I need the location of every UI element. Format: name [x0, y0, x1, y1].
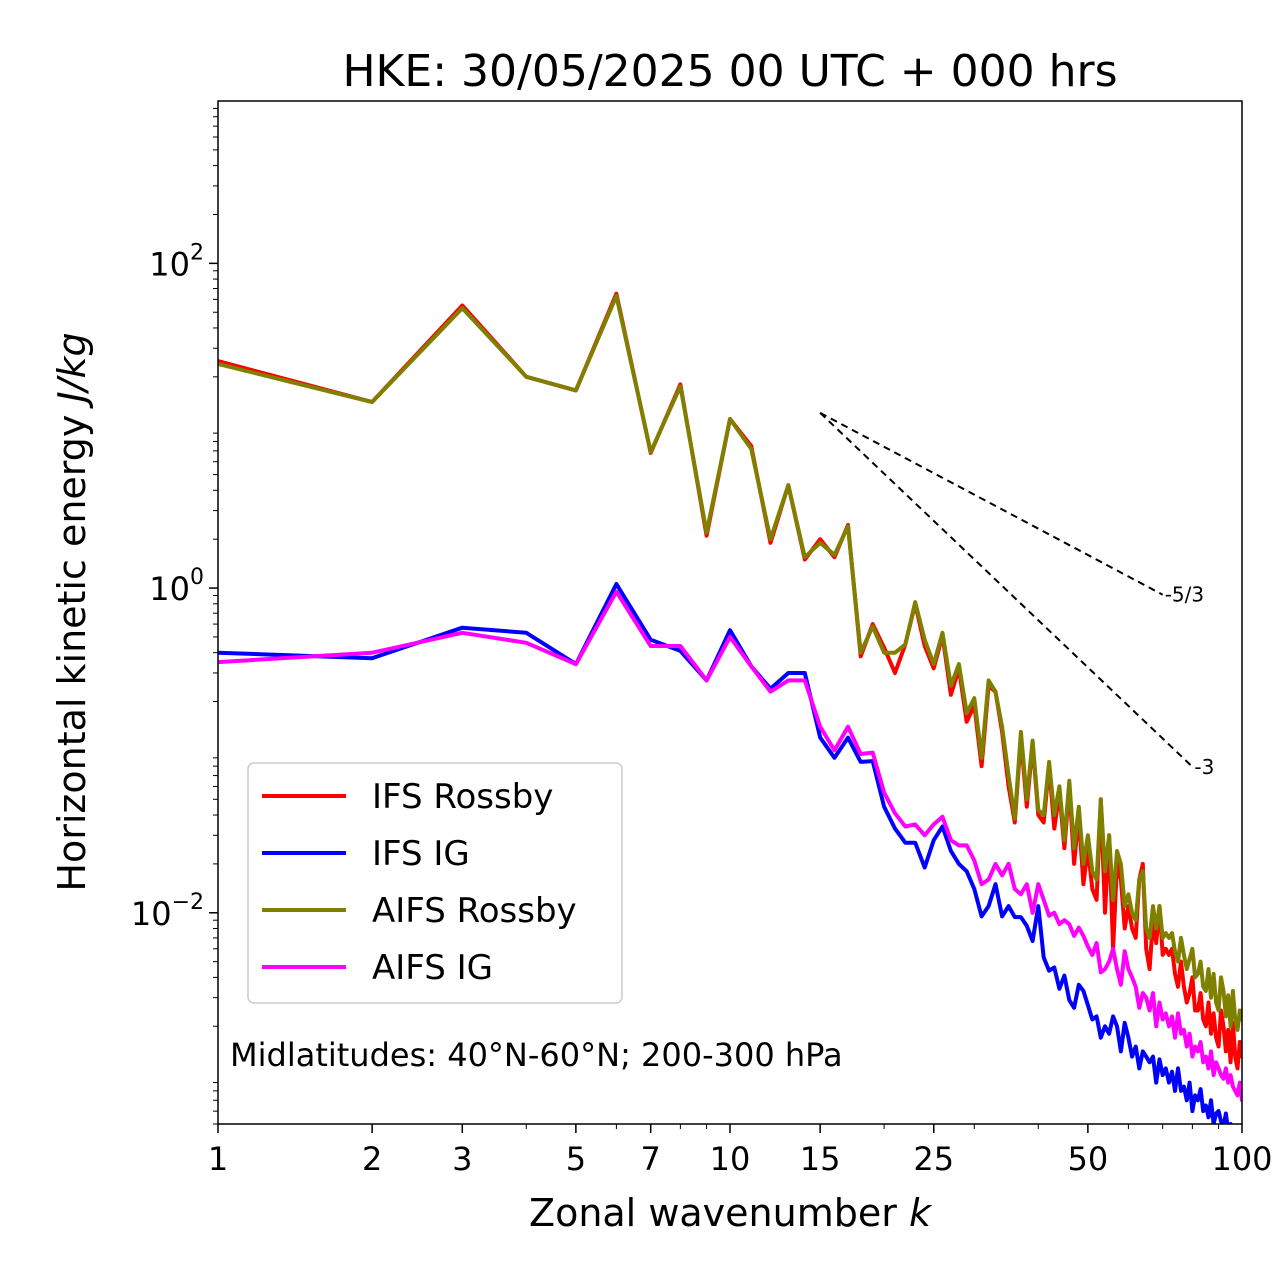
legend: IFS Rossby IFS IG AIFS Rossby AIFS IG — [247, 762, 623, 1004]
reference-slopes: -5/3 -3 — [819, 411, 1214, 779]
series-layer — [218, 291, 1242, 1124]
y-axis-label-text: Horizontal kinetic energy — [50, 415, 94, 892]
y-axis-label: Horizontal kinetic energy J/kg — [50, 332, 94, 891]
x-axis-label: Zonal wavenumber k — [529, 1191, 933, 1235]
x-axis-label-symbol: k — [909, 1191, 933, 1235]
slope-label-3: -3 — [1194, 755, 1214, 779]
x-tick-label: 5 — [566, 1140, 586, 1178]
legend-box — [247, 762, 623, 1004]
slope-label-5-3: -5/3 — [1165, 583, 1204, 607]
y-axis-label-units: J/kg — [50, 332, 94, 409]
series-line-aifs-rossby — [218, 293, 1242, 1032]
x-tick-label: 7 — [641, 1140, 661, 1178]
legend-entries: IFS Rossby IFS IG AIFS Rossby AIFS IG — [262, 777, 577, 988]
x-tick-label: 3 — [452, 1140, 472, 1178]
legend-label-ifs-rossby: IFS Rossby — [372, 777, 553, 817]
series-line-aifs-ig — [218, 589, 1242, 1103]
x-tick-label: 50 — [1068, 1140, 1109, 1178]
plot-area: -5/3 -3 1 2 3 5 7 10 15 25 50 100 102 100 10−2 — [131, 100, 1273, 1178]
legend-label-ifs-ig: IFS IG — [372, 834, 470, 874]
chart-title: HKE: 30/05/2025 00 UTC + 000 hrs — [342, 46, 1117, 97]
slope-line-5-3 — [819, 411, 1164, 596]
legend-label-aifs-rossby: AIFS Rossby — [372, 891, 577, 931]
x-axis-label-text: Zonal wavenumber — [529, 1191, 897, 1235]
x-tick-label: 25 — [913, 1140, 954, 1178]
x-tick-label: 15 — [800, 1140, 841, 1178]
y-tick-label: 10−2 — [131, 890, 204, 933]
x-axis-ticks: 1 2 3 5 7 10 15 25 50 100 — [208, 1124, 1273, 1178]
legend-label-aifs-ig: AIFS IG — [372, 948, 493, 988]
series-line-ifs-ig — [218, 582, 1233, 1124]
region-annotation: Midlatitudes: 40°N-60°N; 200-300 hPa — [230, 1036, 843, 1074]
x-tick-label: 2 — [362, 1140, 382, 1178]
x-tick-label: 1 — [208, 1140, 228, 1178]
y-tick-label: 100 — [149, 565, 204, 608]
slope-line-3 — [819, 412, 1194, 768]
y-axis-ticks: 102 100 10−2 — [131, 107, 218, 1125]
y-tick-label: 102 — [149, 240, 204, 283]
x-tick-label: 100 — [1211, 1140, 1272, 1178]
x-tick-label: 10 — [710, 1140, 751, 1178]
